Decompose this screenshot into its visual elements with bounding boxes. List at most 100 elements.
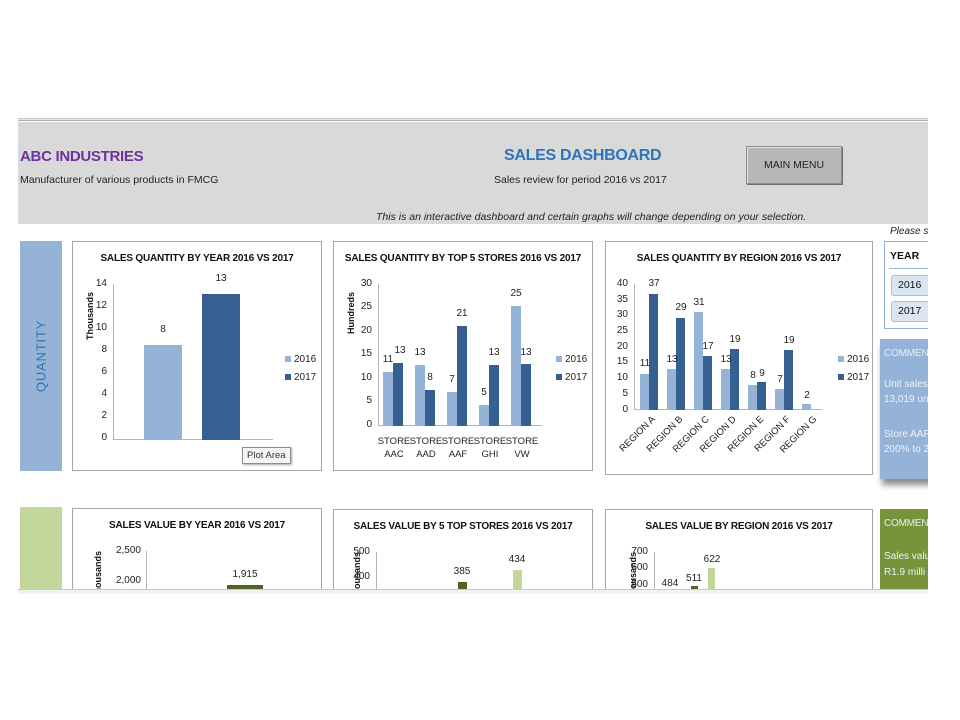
chart-qty-by-store[interactable]: SALES QUANTITY BY TOP 5 STORES 2016 VS 2… [333, 241, 593, 471]
comment-text: R1.9 milli [884, 567, 926, 578]
data-label: 31 [693, 297, 705, 308]
dashboard-header: ABC INDUSTRIES Manufacturer of various p… [18, 122, 928, 224]
y-tick: 12 [95, 300, 107, 311]
company-tagline: Manufacturer of various products in FMCG [20, 174, 219, 186]
sheet-gridlines [18, 118, 928, 121]
plot-area[interactable]: 14 12 10 8 6 4 2 0 8 13 [96, 273, 273, 443]
bar-value[interactable] [513, 570, 522, 594]
bar-2017[interactable] [649, 294, 658, 410]
year-slicer[interactable]: YEAR 2016 2017 [884, 241, 928, 329]
y-axis [654, 552, 655, 594]
y-tick: 2,000 [115, 575, 141, 586]
chart-value-by-store[interactable]: SALES VALUE BY 5 TOP STORES 2016 VS 2017… [333, 509, 593, 594]
bar-2016[interactable] [748, 385, 757, 410]
interactive-note: This is an interactive dashboard and cer… [376, 211, 807, 223]
bar-2017[interactable] [425, 390, 435, 426]
chart-value-by-region[interactable]: SALES VALUE BY REGION 2016 VS 2017 Thous… [605, 509, 873, 594]
data-label: 13 [414, 347, 426, 358]
y-tick: 0 [366, 419, 372, 430]
bar-2017[interactable] [676, 318, 685, 410]
y-tick: 30 [360, 278, 372, 289]
bar-2017[interactable] [457, 326, 467, 426]
bar-2017[interactable] [489, 365, 499, 426]
chart-legend: 2016 2017 [838, 350, 869, 386]
bar-2017[interactable] [784, 350, 793, 410]
bar-value[interactable] [458, 582, 467, 594]
bar-2017[interactable] [393, 363, 403, 426]
data-label: 11 [639, 358, 651, 369]
slicer-divider [889, 268, 928, 269]
y-tick: 2,500 [115, 545, 141, 556]
y-axis [113, 284, 114, 440]
value-comment-box: COMMEN Sales valu R1.9 milli [880, 509, 928, 594]
y-tick: 15 [360, 348, 372, 359]
y-tick: 20 [360, 325, 372, 336]
slicer-item-2016[interactable]: 2016 [891, 275, 928, 296]
y-tick: 30 [616, 309, 628, 320]
bar-2017[interactable] [703, 356, 712, 410]
value-section-bar [20, 507, 62, 594]
data-label: 13 [666, 354, 678, 365]
chart-title: SALES QUANTITY BY YEAR 2016 VS 2017 [100, 253, 294, 264]
x-axis [113, 439, 273, 440]
bar-2017[interactable] [202, 294, 240, 440]
y-tick: 14 [95, 278, 107, 289]
bar-2016[interactable] [802, 404, 811, 410]
plot-area[interactable]: 30 25 20 15 10 5 0 11 13 13 8 7 21 5 13 [361, 278, 542, 430]
y-tick: 400 [353, 571, 370, 582]
bar-2017[interactable] [757, 382, 766, 410]
main-menu-button[interactable]: MAIN MENU [746, 146, 842, 184]
bar-2016[interactable] [144, 345, 182, 440]
horizontal-scrollbar[interactable] [18, 589, 928, 594]
legend-label: 2016 [847, 353, 870, 365]
bar-2016[interactable] [383, 372, 393, 426]
y-tick: 4 [101, 388, 107, 399]
slicer-item-2017[interactable]: 2017 [891, 301, 928, 322]
quantity-section-bar: QUANTITY [20, 241, 62, 471]
plot-area[interactable]: 2,500 2,000 1,915 [116, 545, 326, 594]
bar-2016[interactable] [415, 365, 425, 426]
bar-value[interactable] [708, 568, 715, 594]
plot-area[interactable]: 700 600 500 484 511 622 [631, 546, 854, 594]
x-category-label: STORE VW [505, 436, 539, 460]
data-label: 17 [702, 341, 714, 352]
y-tick: 6 [101, 366, 107, 377]
bar-2016[interactable] [511, 306, 521, 426]
y-axis [378, 284, 379, 426]
x-category-label: STORE AAD [409, 436, 443, 460]
comment-heading: COMMEN [884, 518, 928, 529]
y-tick: 40 [616, 278, 628, 289]
bar-2016[interactable] [640, 374, 649, 410]
y-tick: 600 [631, 562, 648, 573]
y-tick: 500 [631, 579, 648, 590]
data-label: 8 [427, 372, 433, 383]
bar-2017[interactable] [730, 349, 739, 410]
bar-2016[interactable] [667, 369, 676, 410]
bar-2016[interactable] [479, 405, 489, 426]
data-label: 9 [759, 368, 765, 379]
page-title: SALES DASHBOARD [504, 147, 662, 164]
bar-2016[interactable] [721, 369, 730, 410]
chart-value-by-year[interactable]: SALES VALUE BY YEAR 2016 VS 2017 Thousan… [72, 508, 322, 594]
plot-area[interactable]: 500 400 385 434 [353, 546, 576, 594]
legend-swatch-2016 [285, 356, 291, 362]
data-label: 21 [456, 308, 468, 319]
bar-2016[interactable] [694, 312, 703, 410]
legend-label: 2017 [565, 371, 588, 383]
page-subtitle: Sales review for period 2016 vs 2017 [494, 174, 667, 186]
y-tick: 5 [366, 395, 372, 406]
chart-qty-by-region[interactable]: SALES QUANTITY BY REGION 2016 VS 2017 40… [605, 241, 873, 475]
comment-text: 200% to 2 [884, 444, 928, 455]
legend-swatch-2017 [838, 374, 844, 380]
bar-2017[interactable] [521, 364, 531, 426]
legend-swatch-2017 [285, 374, 291, 380]
slicer-prompt: Please se [890, 226, 928, 237]
data-label: 37 [648, 278, 660, 289]
legend-label: 2016 [565, 353, 588, 365]
plot-area[interactable]: 40 35 30 25 20 15 10 5 0 11 37 13 2 [617, 278, 822, 415]
chart-title: SALES VALUE BY 5 TOP STORES 2016 VS 2017 [353, 521, 573, 532]
bar-2016[interactable] [447, 392, 457, 426]
chart-qty-by-year[interactable]: SALES QUANTITY BY YEAR 2016 VS 2017 Thou… [72, 241, 322, 471]
data-label: 484 [661, 578, 679, 589]
bar-2016[interactable] [775, 389, 784, 410]
